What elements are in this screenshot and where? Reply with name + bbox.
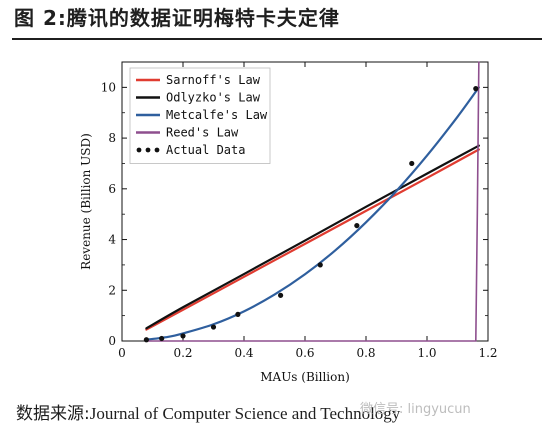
data-point-actual-data <box>180 333 186 339</box>
series-line-sarnoff-s-law <box>145 148 480 331</box>
series-line-reed-s-law <box>145 61 480 342</box>
source-text: Journal of Computer Science and Technolo… <box>89 404 401 423</box>
legend: Sarnoff's Law Odlyzko's Law Metcalfe's Law… <box>129 67 271 164</box>
x-tick-label: 0.6 <box>295 346 314 360</box>
title-divider <box>12 38 542 40</box>
axis-ticks: 0 0.2 0.4 0.6 0.8 1.0 1.2 0 2 4 6 8 10 <box>101 62 498 360</box>
x-tick-label: 0.8 <box>356 346 375 360</box>
data-point-actual-data <box>354 222 360 229</box>
x-tick-label: 1.2 <box>478 346 497 360</box>
data-point-actual-data <box>235 311 241 317</box>
data-point-actual-data <box>317 262 323 268</box>
x-tick-label: 1.0 <box>417 346 436 360</box>
series-line-odlyzko-s-law <box>145 144 480 330</box>
data-point-actual-data <box>143 337 149 343</box>
legend-entry-odlyzko-s-law: Odlyzko's Law <box>166 91 261 105</box>
figure-title: 图 2:腾讯的数据证明梅特卡夫定律 <box>14 6 340 30</box>
legend-entry-sarnoff-s-law: Sarnoff's Law <box>166 73 261 87</box>
legend-swatch-actual-data <box>145 147 151 153</box>
data-point-actual-data <box>409 160 415 167</box>
data-point-actual-data <box>473 86 479 92</box>
y-tick-label: 6 <box>108 182 116 196</box>
legend-swatch-actual-data <box>154 147 160 153</box>
legend-swatch-actual-data <box>136 147 142 153</box>
y-tick-label: 2 <box>108 283 116 297</box>
y-tick-label: 8 <box>108 131 116 145</box>
y-tick-label: 10 <box>101 80 116 94</box>
chart-svg: 0 0.2 0.4 0.6 0.8 1.0 1.2 0 2 4 6 8 10 Sarnoff's Law… <box>79 61 498 384</box>
x-tick-label: 0.2 <box>173 346 192 360</box>
data-point-actual-data <box>210 324 217 330</box>
x-tick-label: 0 <box>118 346 126 360</box>
legend-entry-reed-s-law: Reed's Law <box>166 126 239 140</box>
x-axis-label: MAUs (Billion) <box>260 370 350 384</box>
data-point-actual-data <box>278 292 284 298</box>
legend-entry-metcalfe-s-law: Metcalfe's Law <box>166 108 268 122</box>
series-layer <box>143 61 480 343</box>
source-label: 数据来源: <box>16 404 90 424</box>
data-point-actual-data <box>159 335 165 342</box>
y-tick-label: 0 <box>108 334 116 348</box>
legend-entry-actual-data: Actual Data <box>166 143 245 157</box>
source-line: 数据来源:Journal of Computer Science and Tec… <box>16 399 400 424</box>
y-axis-label: Revenue (Billion USD) <box>79 133 93 270</box>
watermark-text: 微信号: lingyucun <box>360 402 471 417</box>
y-tick-label: 4 <box>108 233 116 247</box>
x-tick-label: 0.4 <box>234 346 253 360</box>
